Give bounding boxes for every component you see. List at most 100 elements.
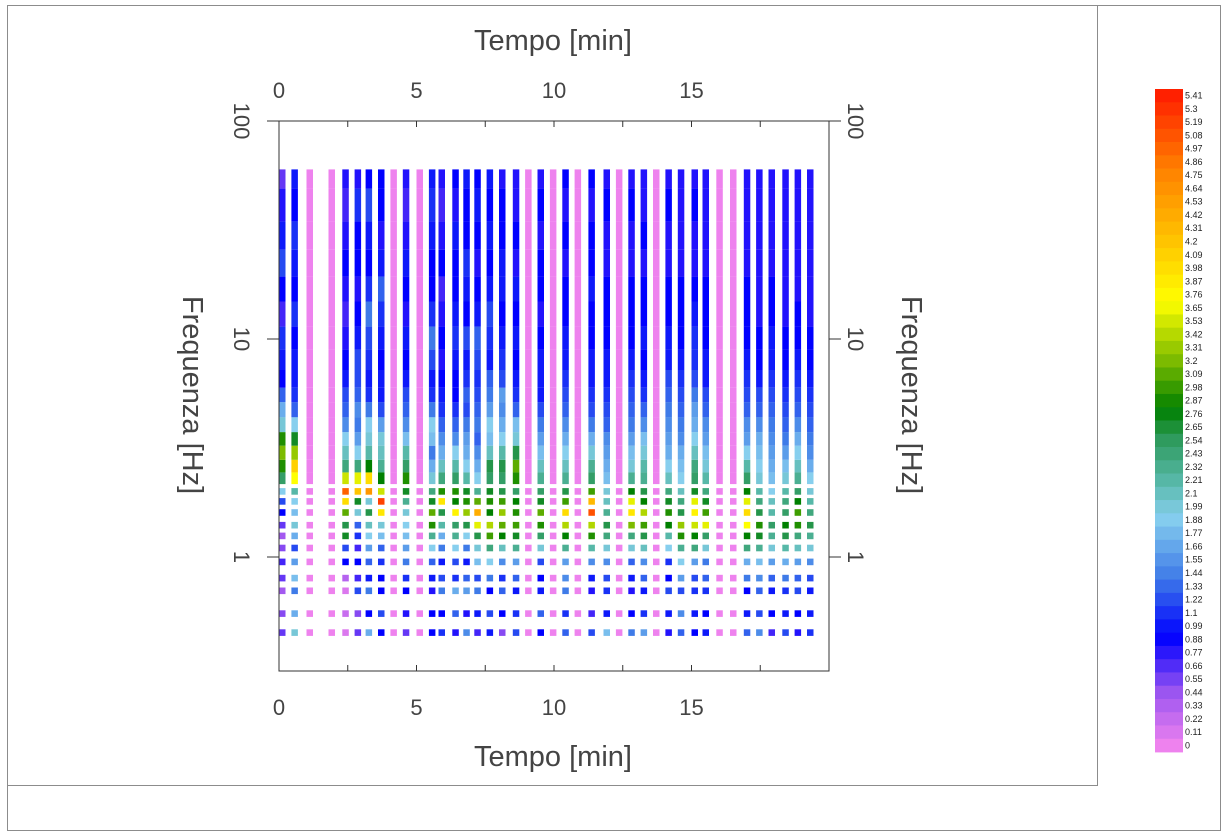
- heatmap-cell: [354, 417, 362, 433]
- heatmap-cell: [782, 188, 789, 222]
- colorbar-label: 3.98: [1185, 263, 1203, 273]
- heatmap-cell: [716, 188, 723, 222]
- heatmap-cell: [365, 587, 373, 595]
- heatmap-cell: [702, 445, 709, 460]
- heatmap-cell: [390, 402, 397, 418]
- heatmap-cell: [640, 432, 648, 446]
- heatmap-cell: [354, 169, 362, 189]
- heatmap-cell: [628, 544, 635, 552]
- heatmap-cell: [716, 498, 723, 505]
- heatmap-cell: [653, 488, 660, 495]
- heatmap-cell: [730, 402, 737, 418]
- heatmap-cell: [730, 349, 737, 370]
- heatmap-cell: [665, 532, 672, 540]
- heatmap-cell: [574, 498, 582, 505]
- heatmap-cell: [702, 276, 709, 302]
- heatmap-cell: [549, 629, 557, 636]
- x-tick-label-top: 15: [679, 78, 703, 103]
- heatmap-cell: [640, 574, 648, 582]
- heatmap-cell: [365, 402, 373, 418]
- heatmap-cell: [474, 349, 481, 370]
- heatmap-cell: [756, 558, 763, 566]
- x-tick-label-bottom: 5: [410, 695, 422, 720]
- heatmap-cell: [549, 188, 557, 222]
- colorbar-swatch: [1155, 645, 1183, 660]
- heatmap-cell: [677, 544, 685, 552]
- colorbar-swatch: [1155, 115, 1183, 130]
- colorbar-swatch: [1155, 89, 1183, 103]
- heatmap-cell: [665, 402, 672, 418]
- heatmap-cell: [691, 402, 698, 418]
- heatmap-cell: [438, 587, 445, 595]
- heatmap-cell: [428, 169, 436, 189]
- heatmap-cell: [691, 558, 698, 566]
- heatmap-cell: [306, 544, 313, 552]
- heatmap-cell: [615, 349, 623, 370]
- heatmap-cell: [378, 610, 385, 617]
- heatmap-cell: [499, 521, 506, 529]
- heatmap-cell: [512, 587, 520, 595]
- heatmap-cell: [537, 574, 544, 582]
- heatmap-cell: [402, 587, 410, 595]
- colorbar-swatch: [1155, 566, 1183, 581]
- heatmap-cell: [702, 532, 709, 540]
- heatmap-cell: [768, 558, 775, 566]
- heatmap-cell: [486, 169, 494, 189]
- heatmap-cell: [574, 188, 582, 222]
- heatmap-cell: [512, 349, 520, 370]
- heatmap-cell: [306, 521, 313, 529]
- heatmap-cell: [562, 574, 569, 582]
- heatmap-cell: [677, 249, 685, 277]
- heatmap-cell: [438, 402, 445, 418]
- heatmap-cell: [537, 558, 544, 566]
- heatmap-cell: [279, 509, 286, 516]
- colorbar-label: 2.54: [1185, 435, 1203, 445]
- heatmap-cell: [354, 387, 362, 403]
- heatmap-cell: [691, 610, 698, 617]
- heatmap-cell: [474, 445, 481, 460]
- heatmap-cell: [794, 574, 802, 582]
- heatmap-cell: [653, 370, 660, 388]
- heatmap-cell: [416, 249, 423, 277]
- heatmap-cell: [574, 544, 582, 552]
- heatmap-cell: [390, 459, 397, 473]
- heatmap-cell: [807, 276, 814, 302]
- heatmap-cell: [328, 326, 335, 350]
- heatmap-cell: [603, 349, 610, 370]
- heatmap-cell: [474, 459, 481, 473]
- heatmap-cell: [365, 221, 373, 250]
- heatmap-cell: [730, 249, 737, 277]
- colorbar-label: 2.87: [1185, 396, 1203, 406]
- heatmap-cell: [782, 509, 789, 516]
- heatmap-cell: [653, 532, 660, 540]
- heatmap-cell: [499, 509, 506, 516]
- colorbar-label: 5.19: [1185, 117, 1203, 127]
- heatmap-cell: [354, 544, 362, 552]
- heatmap-cell: [537, 188, 544, 222]
- heatmap-cell: [603, 459, 610, 473]
- heatmap-cell: [615, 417, 623, 433]
- heatmap-cell: [452, 587, 459, 595]
- heatmap-cell: [365, 558, 373, 566]
- heatmap-cell: [416, 169, 423, 189]
- heatmap-cell: [291, 472, 298, 485]
- heatmap-cell: [691, 188, 698, 222]
- heatmap-cell: [279, 326, 286, 350]
- colorbar-swatch: [1155, 102, 1183, 116]
- heatmap-cell: [499, 326, 506, 350]
- heatmap-cell: [756, 629, 763, 636]
- heatmap-cell: [743, 498, 751, 505]
- heatmap-cell: [402, 417, 410, 433]
- heatmap-cell: [354, 459, 362, 473]
- heatmap-cell: [378, 188, 385, 222]
- heatmap-cell: [378, 417, 385, 433]
- heatmap-cell: [768, 387, 775, 403]
- colorbar-label: 3.2: [1185, 356, 1198, 366]
- heatmap-cell: [677, 498, 685, 505]
- heatmap-cell: [342, 610, 349, 617]
- heatmap-cell: [486, 472, 494, 485]
- heatmap-cell: [378, 370, 385, 388]
- heatmap-cell: [794, 629, 802, 636]
- heatmap-cell: [365, 188, 373, 222]
- heatmap-cell: [562, 488, 569, 495]
